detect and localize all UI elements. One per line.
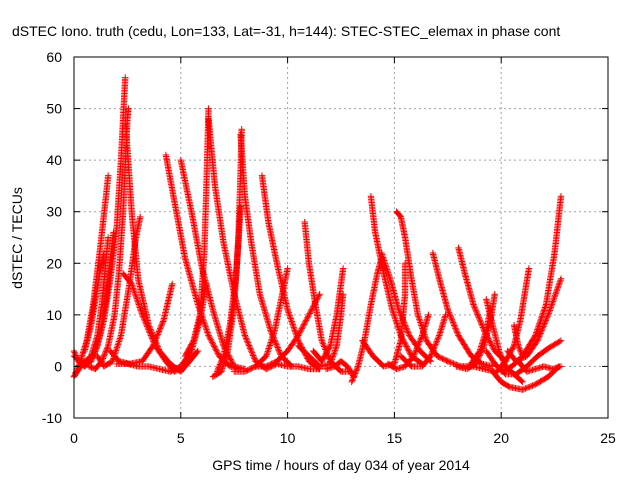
data-point-markers — [162, 151, 242, 373]
series-arc-44 — [504, 275, 565, 365]
data-point-markers — [237, 131, 296, 370]
series-arc-31 — [393, 208, 451, 365]
y-tick-label: 30 — [46, 204, 62, 220]
data-point-markers — [213, 203, 244, 375]
chart-title: dSTEC Iono. truth (cedu, Lon=133, Lat=-3… — [12, 23, 560, 39]
data-marks — [70, 74, 565, 393]
y-tick-label: 0 — [54, 358, 62, 374]
data-point-markers — [397, 311, 449, 370]
data-point-markers — [378, 249, 434, 365]
data-point-markers — [94, 213, 144, 370]
series-arc-23 — [273, 360, 323, 373]
series-arc-25 — [295, 291, 347, 370]
data-point-markers — [107, 280, 176, 368]
data-point-markers — [81, 249, 108, 355]
y-axis: -10 0 10 20 30 40 50 60 — [42, 49, 608, 426]
data-point-markers — [455, 244, 509, 365]
grid-lines — [74, 57, 608, 418]
y-axis-label: dSTEC / TECUs — [9, 187, 25, 289]
data-point-markers — [489, 363, 563, 393]
data-point-markers — [429, 249, 496, 370]
series-arc-45 — [515, 358, 565, 375]
series-arc-35 — [429, 249, 496, 370]
x-axis-label: GPS time / hours of day 034 of year 2014 — [212, 457, 470, 473]
data-point-markers — [393, 208, 451, 365]
data-point-markers — [465, 306, 494, 370]
data-point-markers — [322, 358, 358, 380]
series-arc-28 — [348, 254, 385, 386]
data-point-markers — [273, 360, 323, 373]
series-arc-12 — [162, 151, 242, 373]
x-tick-label: 25 — [600, 430, 616, 446]
data-point-markers — [504, 275, 565, 365]
series-arc-18 — [213, 203, 244, 375]
x-tick-label: 20 — [493, 430, 509, 446]
series-arc-11 — [113, 360, 174, 375]
series-arc-40 — [489, 363, 563, 393]
y-tick-label: 60 — [46, 49, 62, 65]
y-tick-label: 20 — [46, 255, 62, 271]
data-point-markers — [359, 260, 409, 370]
x-axis: 0 5 10 15 20 25 — [70, 57, 616, 446]
y-tick-label: 50 — [46, 101, 62, 117]
data-point-markers — [181, 105, 212, 360]
data-point-markers — [510, 321, 526, 360]
x-tick-label: 15 — [387, 430, 403, 446]
y-tick-label: 40 — [46, 152, 62, 168]
series-arc-9 — [94, 213, 144, 370]
data-point-markers — [113, 360, 174, 375]
series-arc-32 — [378, 249, 434, 365]
series-arc-19 — [237, 131, 296, 370]
data-point-markers — [515, 358, 565, 375]
data-point-markers — [310, 265, 347, 365]
data-point-markers — [295, 291, 347, 370]
series-arc-26 — [310, 265, 347, 365]
data-point-markers — [348, 254, 385, 386]
series-arc-36 — [455, 244, 509, 365]
x-tick-label: 5 — [177, 430, 185, 446]
series-arc-10 — [107, 280, 176, 368]
y-tick-label: 10 — [46, 307, 62, 323]
series-arc-34 — [397, 311, 449, 370]
series-arc-46 — [510, 321, 526, 360]
plot-frame — [73, 56, 609, 419]
series-arc-15 — [181, 105, 212, 360]
series-arc-30 — [359, 260, 409, 370]
x-tick-label: 0 — [70, 430, 78, 446]
y-tick-label: -10 — [42, 410, 62, 426]
series-arc-27 — [322, 358, 358, 380]
series-arc-5 — [81, 249, 108, 355]
series-arc-47 — [465, 306, 494, 370]
x-tick-label: 10 — [280, 430, 296, 446]
